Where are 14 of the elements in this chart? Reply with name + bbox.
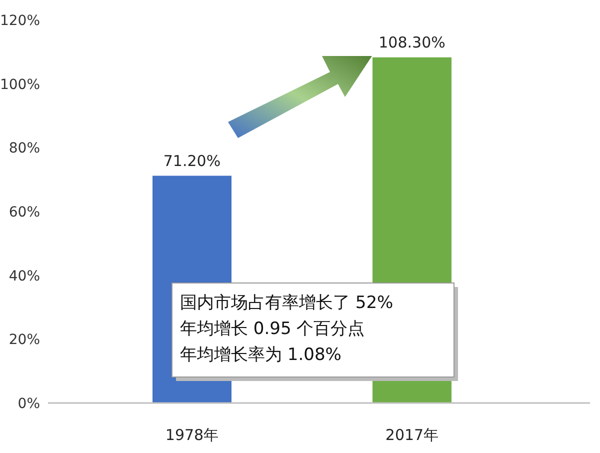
x-tick-label: 2017年: [385, 426, 439, 444]
y-tick-label: 120%: [0, 13, 40, 29]
y-tick-label: 60%: [8, 204, 40, 220]
y-tick-label: 40%: [8, 268, 40, 284]
y-tick-label: 80%: [8, 140, 40, 157]
x-tick-label: 1978年: [165, 426, 219, 444]
y-tick-label: 20%: [8, 332, 40, 348]
data-label: 71.20%: [163, 152, 221, 170]
y-tick-label: 0%: [18, 396, 40, 412]
annotation: 年均增长 0.95 个百分点: [180, 319, 365, 339]
y-tick-label: 100%: [0, 76, 40, 93]
data-label: 108.30%: [378, 33, 446, 52]
annotation: 年均增长率为 1.08%: [180, 345, 342, 365]
annotation: 国内市场占有率增长了 52%: [180, 293, 394, 313]
